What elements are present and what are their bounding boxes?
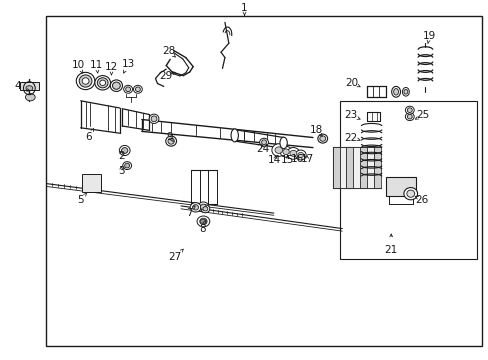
Ellipse shape bbox=[317, 134, 327, 143]
Text: 15: 15 bbox=[280, 155, 294, 165]
Ellipse shape bbox=[110, 80, 122, 91]
Ellipse shape bbox=[192, 205, 198, 210]
Text: 18: 18 bbox=[309, 125, 323, 135]
Text: 8: 8 bbox=[199, 224, 206, 234]
Ellipse shape bbox=[97, 78, 108, 88]
Text: 29: 29 bbox=[159, 71, 173, 81]
Bar bbox=[353, 147, 360, 188]
Text: 26: 26 bbox=[414, 195, 427, 205]
Bar bbox=[46, 16, 481, 346]
Text: 6: 6 bbox=[85, 132, 92, 142]
Ellipse shape bbox=[403, 90, 407, 94]
Ellipse shape bbox=[190, 203, 201, 212]
Ellipse shape bbox=[124, 163, 129, 168]
Ellipse shape bbox=[406, 190, 414, 197]
Text: 25: 25 bbox=[415, 110, 429, 120]
Bar bbox=[332, 147, 339, 188]
Circle shape bbox=[26, 86, 33, 91]
Ellipse shape bbox=[112, 82, 120, 89]
Ellipse shape bbox=[271, 144, 285, 157]
Text: 5: 5 bbox=[77, 195, 84, 205]
Ellipse shape bbox=[405, 113, 413, 121]
Ellipse shape bbox=[286, 148, 299, 159]
Bar bbox=[20, 82, 39, 90]
Ellipse shape bbox=[295, 150, 305, 160]
Ellipse shape bbox=[95, 76, 110, 90]
Ellipse shape bbox=[407, 108, 411, 112]
Text: 11: 11 bbox=[90, 60, 103, 70]
Ellipse shape bbox=[297, 152, 303, 158]
Bar bbox=[366, 147, 374, 188]
Text: 28: 28 bbox=[162, 46, 175, 56]
Circle shape bbox=[25, 94, 35, 101]
Text: 16: 16 bbox=[290, 154, 304, 164]
Text: 20: 20 bbox=[345, 78, 358, 88]
Ellipse shape bbox=[200, 204, 206, 210]
Ellipse shape bbox=[79, 75, 92, 87]
Ellipse shape bbox=[125, 87, 130, 91]
Text: 1: 1 bbox=[241, 3, 247, 13]
Bar bbox=[339, 147, 346, 188]
Ellipse shape bbox=[82, 78, 89, 84]
Text: 4: 4 bbox=[15, 81, 21, 91]
Ellipse shape bbox=[200, 218, 207, 225]
Ellipse shape bbox=[135, 87, 140, 91]
Text: 3: 3 bbox=[118, 166, 124, 176]
Ellipse shape bbox=[123, 85, 132, 93]
Text: 14: 14 bbox=[267, 155, 281, 165]
Text: 21: 21 bbox=[384, 245, 397, 255]
Ellipse shape bbox=[402, 87, 408, 96]
Ellipse shape bbox=[407, 114, 411, 119]
Ellipse shape bbox=[280, 147, 291, 157]
Ellipse shape bbox=[119, 145, 130, 156]
Ellipse shape bbox=[393, 89, 398, 95]
Ellipse shape bbox=[274, 147, 282, 153]
Ellipse shape bbox=[403, 188, 417, 200]
Text: 19: 19 bbox=[422, 31, 435, 41]
Bar bbox=[339, 101, 476, 259]
Text: 24: 24 bbox=[256, 144, 269, 154]
Ellipse shape bbox=[261, 140, 266, 145]
Ellipse shape bbox=[279, 137, 287, 149]
Bar bbox=[82, 174, 101, 192]
Ellipse shape bbox=[201, 205, 209, 213]
Ellipse shape bbox=[231, 129, 238, 142]
Ellipse shape bbox=[197, 216, 209, 227]
Text: 22: 22 bbox=[344, 132, 357, 143]
Ellipse shape bbox=[203, 207, 207, 211]
Circle shape bbox=[200, 219, 206, 224]
Ellipse shape bbox=[149, 114, 159, 123]
Ellipse shape bbox=[168, 138, 174, 144]
Ellipse shape bbox=[133, 85, 142, 93]
Ellipse shape bbox=[121, 148, 128, 153]
Bar bbox=[374, 147, 381, 188]
Text: 27: 27 bbox=[168, 252, 182, 262]
Ellipse shape bbox=[391, 86, 400, 97]
Ellipse shape bbox=[198, 202, 208, 212]
Bar bbox=[346, 147, 353, 188]
Ellipse shape bbox=[122, 162, 131, 170]
Text: 2: 2 bbox=[118, 150, 124, 161]
Text: 23: 23 bbox=[344, 110, 357, 120]
Ellipse shape bbox=[289, 150, 296, 156]
Text: 7: 7 bbox=[186, 208, 193, 218]
Ellipse shape bbox=[76, 72, 95, 90]
Ellipse shape bbox=[319, 136, 325, 141]
Ellipse shape bbox=[405, 106, 413, 114]
Ellipse shape bbox=[100, 80, 105, 85]
Text: 9: 9 bbox=[166, 132, 173, 142]
Text: 17: 17 bbox=[300, 154, 313, 164]
Ellipse shape bbox=[259, 138, 268, 146]
Bar bbox=[386, 177, 415, 196]
Text: 10: 10 bbox=[72, 60, 84, 70]
Text: 13: 13 bbox=[121, 59, 135, 69]
Ellipse shape bbox=[165, 136, 176, 146]
Ellipse shape bbox=[282, 149, 289, 154]
Ellipse shape bbox=[151, 116, 157, 122]
Bar bbox=[360, 147, 366, 188]
Text: 12: 12 bbox=[104, 62, 118, 72]
